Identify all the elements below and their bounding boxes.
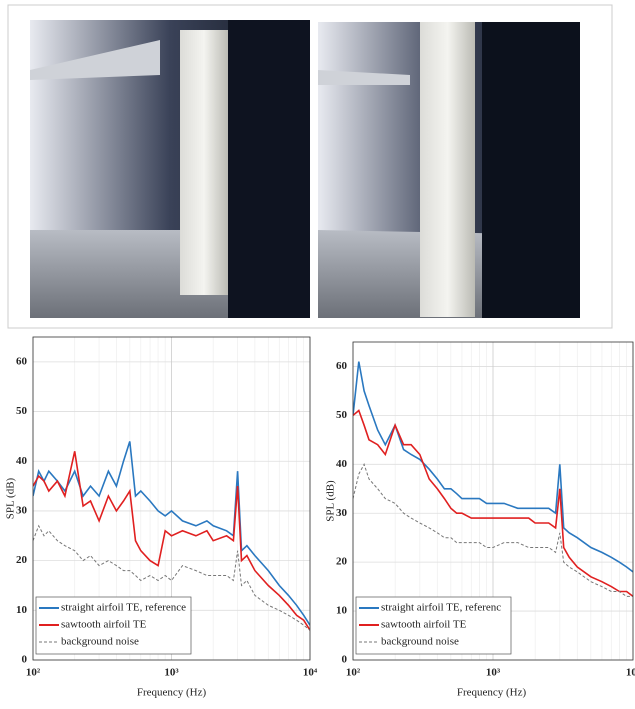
chart: 0 10 20 30 40 50 60 10² 10³ 10⁴ Frequency (Hz) SPL … (5, 337, 318, 699)
legend-label: background noise (381, 636, 459, 648)
legend-label: straight airfoil TE, referenc (381, 602, 501, 614)
figure: 0 10 20 30 40 50 60 10² 10³ 10⁴ Frequency (Hz) SPL … (0, 0, 635, 709)
x-tick-label: 10² (26, 667, 41, 679)
y-axis-label: SPL (dB) (5, 477, 17, 519)
x-tick-label: 10³ (164, 667, 179, 679)
y-tick-label: 60 (336, 360, 348, 372)
y-tick-label: 0 (22, 654, 28, 666)
y-tick-label: 20 (336, 556, 348, 568)
y-tick-label: 50 (336, 409, 348, 421)
legend-label: sawtooth airfoil TE (61, 619, 147, 631)
x-tick-label: 10⁴ (303, 667, 318, 679)
legend-label: background noise (61, 636, 139, 648)
y-tick-label: 60 (16, 355, 28, 367)
photo (8, 5, 612, 328)
x-tick-label: 10⁴ (626, 667, 635, 679)
y-tick-label: 40 (336, 458, 348, 470)
y-tick-label: 10 (16, 604, 28, 616)
x-tick-label: 10² (346, 667, 361, 679)
y-tick-label: 30 (16, 504, 28, 516)
y-tick-label: 20 (16, 554, 28, 566)
x-axis-label: Frequency (Hz) (457, 687, 527, 699)
y-tick-label: 30 (336, 507, 348, 519)
legend-label: sawtooth airfoil TE (381, 619, 467, 631)
y-tick-label: 40 (16, 455, 28, 467)
x-tick-label: 10³ (486, 667, 501, 679)
chart: 0 10 20 30 40 50 60 10² 10³ 10⁴ Frequency (Hz) SPL … (325, 342, 635, 699)
legend-label: straight airfoil TE, reference (61, 602, 186, 614)
y-tick-label: 50 (16, 405, 28, 417)
y-tick-label: 0 (342, 654, 348, 666)
y-tick-label: 10 (336, 605, 348, 617)
x-axis-label: Frequency (Hz) (137, 687, 207, 699)
y-axis-label: SPL (dB) (325, 480, 337, 522)
